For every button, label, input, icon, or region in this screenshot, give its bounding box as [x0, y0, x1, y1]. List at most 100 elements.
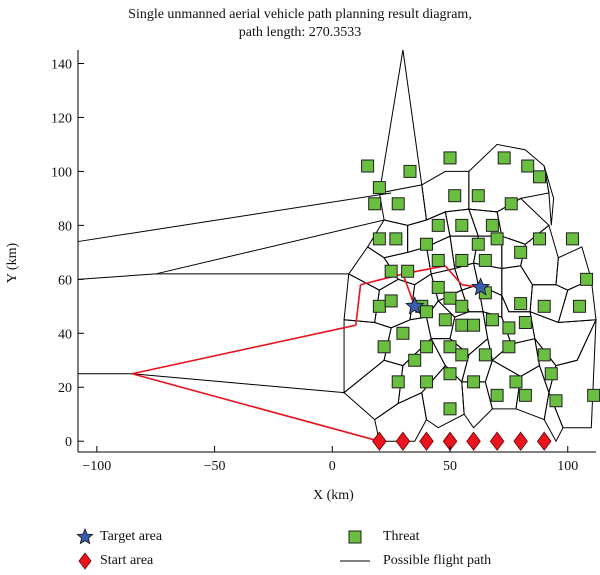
threat-marker	[419, 305, 433, 319]
path-cell	[421, 364, 465, 429]
y-tick-label: 140	[51, 57, 72, 72]
path-segment	[402, 49, 423, 185]
planned-path-segment	[402, 273, 416, 307]
threat-marker	[518, 388, 532, 402]
threat-marker	[502, 340, 516, 354]
threat-marker	[455, 348, 469, 362]
threat-marker	[532, 170, 546, 184]
threat-marker	[497, 151, 511, 165]
start-marker	[513, 431, 528, 451]
threat-marker	[471, 237, 485, 251]
threat-marker	[537, 348, 551, 362]
threat-marker	[544, 367, 558, 381]
y-tick-label: 100	[51, 165, 72, 180]
threat-marker	[514, 297, 528, 311]
axes: −100 −50 0 50 100 0 20 40 60 80 100 120 140	[51, 50, 596, 474]
threat-marker	[490, 232, 504, 246]
threat-marker	[455, 218, 469, 232]
threat-marker	[455, 318, 469, 332]
start-markers	[372, 431, 552, 451]
start-marker	[489, 431, 505, 451]
threat-marker	[580, 272, 594, 286]
threat-marker	[448, 189, 462, 203]
threat-marker	[478, 348, 492, 362]
threat-marker	[443, 291, 457, 305]
threat-marker	[401, 264, 415, 278]
threat-marker	[490, 388, 504, 402]
threat-marker	[443, 151, 457, 165]
threat-marker	[514, 245, 528, 259]
threat-marker	[565, 232, 579, 246]
threat-marker	[391, 375, 405, 389]
start-marker	[536, 431, 552, 451]
planned-path-segment	[131, 372, 380, 442]
path-cell	[543, 165, 555, 226]
threat-markers	[361, 151, 600, 416]
threat-marker	[537, 299, 551, 313]
y-axis-label: Y (km)	[5, 242, 21, 284]
threat-marker	[372, 181, 386, 195]
legend-path-label: Possible flight path	[383, 553, 492, 568]
threat-marker	[403, 164, 417, 178]
threat-marker	[443, 340, 457, 354]
threat-marker	[408, 353, 422, 367]
x-axis-label: X (km)	[313, 488, 354, 503]
threat-marker	[485, 313, 499, 327]
threat-marker	[455, 299, 469, 313]
y-tick-label: 120	[51, 111, 72, 126]
legend-start-icon	[78, 552, 92, 570]
path-cell	[543, 390, 564, 443]
y-tick-label: 40	[58, 327, 72, 342]
path-cell	[461, 381, 493, 429]
threat-marker	[532, 232, 546, 246]
threat-marker	[549, 394, 563, 408]
target-marker	[471, 277, 491, 296]
threat-marker	[518, 315, 532, 329]
threat-marker	[504, 197, 518, 211]
threat-marker	[573, 299, 587, 313]
threat-marker	[431, 280, 445, 294]
threat-marker	[455, 253, 469, 267]
threat-marker	[431, 253, 445, 267]
path-cell	[491, 338, 541, 378]
chart-title: Single unmanned aerial vehicle path plan…	[128, 7, 472, 22]
legend-threat-label: Threat	[383, 529, 420, 544]
chart-subtitle: path length: 270.3533	[238, 25, 362, 40]
start-marker	[395, 431, 411, 451]
start-marker	[372, 431, 387, 451]
threat-marker	[419, 375, 433, 389]
threat-marker	[467, 375, 481, 389]
threat-marker	[391, 197, 405, 211]
threat-marker	[467, 318, 481, 332]
threat-marker	[368, 197, 382, 211]
path-segment	[77, 273, 156, 280]
target-markers	[405, 277, 491, 315]
threat-marker	[384, 264, 398, 278]
x-tick-label: 0	[329, 459, 336, 474]
legend-target-label: Target area	[100, 529, 163, 544]
start-marker	[419, 431, 434, 451]
target-marker	[405, 296, 425, 315]
path-segment	[155, 219, 385, 275]
threat-marker	[443, 367, 457, 381]
start-marker	[466, 431, 481, 451]
legend-target-icon	[76, 527, 94, 545]
x-tick-label: 50	[443, 459, 457, 474]
planned-path-segment	[131, 324, 357, 375]
x-tick-label: 100	[557, 459, 578, 474]
threat-marker	[502, 321, 516, 335]
threat-marker	[438, 313, 452, 327]
legend-threat-icon	[348, 530, 362, 544]
y-tick-label: 80	[58, 219, 72, 234]
threat-marker	[361, 159, 375, 173]
threat-marker	[431, 218, 445, 232]
threat-marker	[384, 294, 398, 308]
x-tick-label: −50	[204, 459, 226, 474]
threat-marker	[485, 218, 499, 232]
path-cell	[534, 338, 557, 395]
path-cell	[343, 359, 404, 421]
planned-path-segment	[444, 265, 463, 286]
threat-marker	[372, 299, 386, 313]
y-tick-label: 0	[65, 435, 72, 450]
